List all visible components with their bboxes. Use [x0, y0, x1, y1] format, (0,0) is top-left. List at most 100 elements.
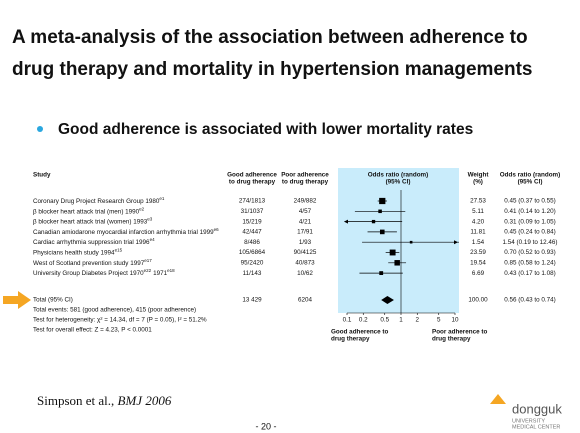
study-name: Canadian amiodarone myocardial infarctio… [33, 229, 214, 236]
good-count: 31/1037 [241, 208, 264, 215]
x-tick-label: 10 [451, 317, 459, 324]
column-header: Study [33, 172, 51, 179]
poor-count: 10/62 [297, 270, 313, 277]
study-square [389, 249, 396, 256]
ci-arrow [344, 219, 348, 224]
weight: 5.11 [472, 208, 484, 215]
arrow-icon [3, 291, 31, 309]
weight: 23.59 [470, 249, 486, 256]
odds-ratio: 0.56 (0.43 to 0.74) [504, 297, 555, 304]
study-label: Physicians health study 1994e15 [33, 248, 123, 256]
superscript: e15 [115, 248, 123, 253]
weight: 100.00 [468, 297, 488, 304]
superscript: e4 [150, 237, 156, 242]
citation: Simpson et al., BMJ 2006 [37, 393, 172, 408]
odds-ratio: 0.70 (0.52 to 0.93) [504, 249, 555, 256]
x-tick-label: 0.2 [359, 317, 368, 324]
weight: 6.69 [472, 270, 485, 277]
logo: dongguk UNIVERSITY MEDICAL CENTER [490, 394, 562, 430]
good-count: 13 429 [242, 297, 262, 304]
column-header: Weight [468, 172, 490, 179]
plot-panel [338, 168, 459, 313]
x-tick-label: 5 [437, 317, 441, 324]
study-square [394, 260, 400, 266]
study-label: Cardiac arrhythmia suppression trial 199… [33, 237, 155, 245]
study-name: β blocker heart attack trial (women) 199… [33, 218, 148, 225]
study-label: West of Scotland prevention study 1997e1… [33, 258, 152, 266]
x-tick-label: 1 [399, 317, 403, 324]
superscript: e6 [214, 227, 220, 232]
study-square [378, 209, 382, 214]
study-name: University Group Diabetes Project 1970 [33, 270, 144, 277]
favours-label: Good adherence to [331, 329, 389, 336]
study-square [379, 197, 386, 205]
good-count: 8/486 [244, 239, 260, 246]
page-number: - 20 - [255, 421, 276, 431]
footnote: Test for overall effect: Z = 4.23, P < 0… [33, 327, 152, 334]
footnote: Total events: 581 (good adherence), 415 … [33, 307, 196, 314]
study-name: West of Scotland prevention study 1997 [33, 259, 145, 266]
logo-text: UNIVERSITY [512, 418, 545, 424]
study-square [409, 240, 413, 244]
good-count: 42/447 [242, 229, 262, 236]
column-header: (%) [473, 179, 483, 186]
odds-ratio: 0.45 (0.37 to 0.55) [504, 198, 555, 205]
poor-count: 1/93 [299, 239, 312, 246]
good-count: 15/219 [242, 218, 262, 225]
study-label: University Group Diabetes Project 1970e2… [33, 268, 175, 276]
odds-ratio: 0.31 (0.09 to 1.05) [504, 218, 555, 225]
study-label: β blocker heart attack trial (men) 1990e… [33, 206, 145, 214]
ci-arrow [454, 240, 458, 245]
column-header: Odds ratio (random) [500, 172, 561, 179]
poor-count: 249/882 [294, 198, 317, 205]
study-label: Canadian amiodarone myocardial infarctio… [33, 227, 219, 235]
study-name: Coronary Drug Project Research Group 198… [33, 198, 160, 205]
favours-label: drug therapy [432, 336, 471, 343]
good-count: 95/2420 [241, 259, 264, 266]
column-header: Good adherence [227, 172, 277, 179]
x-tick-label: 0.1 [343, 317, 352, 324]
column-header: to drug therapy [282, 179, 329, 186]
superscript: e17 [144, 258, 152, 263]
column-header: Odds ratio (random) [368, 172, 429, 179]
superscript: e22 [144, 268, 152, 273]
odds-ratio: 0.41 (0.14 to 1.20) [504, 208, 555, 215]
study-name: Physicians health study 1994 [33, 249, 115, 256]
study-name: β blocker heart attack trial (men) 1990 [33, 208, 140, 215]
column-header: Poor adherence [281, 172, 329, 179]
study-name: 1971 [153, 270, 168, 277]
column-header: (95% CI) [386, 179, 411, 186]
weight: 19.54 [470, 259, 486, 266]
weight: 27.53 [470, 198, 486, 205]
superscript: e3 [147, 217, 153, 222]
favours-label: drug therapy [331, 336, 370, 343]
study-square [379, 229, 385, 235]
footnote: Test for heterogeneity: χ² = 14.34, df =… [33, 317, 207, 324]
favours-label: Poor adherence to [432, 329, 487, 336]
total-diamond [381, 296, 394, 304]
study-label: β blocker heart attack trial (women) 199… [33, 217, 153, 225]
column-header: (95% CI) [518, 179, 543, 186]
good-count: 274/1813 [239, 198, 266, 205]
poor-count: 4/57 [299, 208, 312, 215]
study-label: Coronary Drug Project Research Group 198… [33, 196, 165, 204]
weight: 4.20 [472, 218, 485, 225]
study-name: Cardiac arrhythmia suppression trial 199… [33, 239, 150, 246]
study-square [379, 271, 384, 276]
poor-count: 4/21 [299, 218, 312, 225]
poor-count: 90/4125 [294, 249, 317, 256]
poor-count: 40/873 [295, 259, 315, 266]
logo-text: MEDICAL CENTER [512, 424, 560, 430]
slide-title: A meta-analysis of the association betwe… [12, 27, 528, 48]
superscript: e1 [159, 196, 165, 201]
plot-area [344, 197, 459, 304]
odds-ratio: 0.43 (0.17 to 1.08) [504, 270, 555, 277]
column-header: to drug therapy [229, 179, 276, 186]
poor-count: 17/91 [297, 229, 313, 236]
x-tick-label: 2 [415, 317, 419, 324]
study-square [371, 219, 376, 224]
odds-ratio: 1.54 (0.19 to 12.46) [503, 239, 558, 246]
superscript: e18 [167, 268, 175, 273]
good-count: 105/6864 [239, 249, 266, 256]
